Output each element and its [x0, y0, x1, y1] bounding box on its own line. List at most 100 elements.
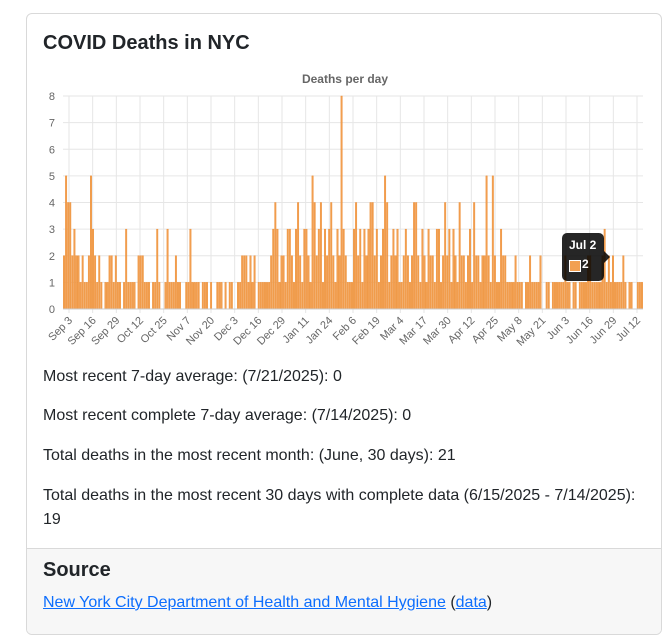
bar[interactable] — [179, 282, 181, 310]
bar[interactable] — [230, 282, 233, 310]
bar[interactable] — [398, 282, 401, 310]
bar[interactable] — [583, 282, 585, 310]
bar[interactable] — [614, 282, 616, 310]
bar[interactable] — [375, 228, 378, 310]
bar[interactable] — [531, 282, 534, 310]
bar[interactable] — [152, 282, 155, 310]
bar[interactable] — [346, 282, 349, 310]
bar[interactable] — [282, 255, 285, 310]
bar[interactable] — [158, 282, 161, 310]
bar[interactable] — [431, 255, 434, 310]
bar[interactable] — [342, 228, 345, 310]
bar[interactable] — [274, 202, 277, 310]
bar[interactable] — [539, 255, 542, 310]
bar[interactable] — [324, 228, 326, 310]
bar[interactable] — [454, 255, 457, 310]
bar[interactable] — [114, 255, 117, 310]
bar[interactable] — [479, 282, 482, 310]
bar[interactable] — [139, 255, 142, 310]
bar[interactable] — [228, 282, 231, 310]
bar[interactable] — [514, 255, 517, 310]
bar[interactable] — [249, 255, 252, 310]
bar[interactable] — [116, 282, 119, 310]
bar[interactable] — [599, 282, 602, 310]
bar[interactable] — [537, 282, 540, 310]
bar[interactable] — [460, 255, 463, 310]
bar[interactable] — [518, 282, 521, 310]
bar[interactable] — [301, 282, 304, 310]
bar[interactable] — [351, 282, 353, 310]
bar[interactable] — [63, 255, 65, 310]
bar[interactable] — [417, 255, 420, 310]
bar[interactable] — [487, 255, 490, 310]
bar[interactable] — [382, 228, 384, 310]
bar[interactable] — [506, 282, 509, 310]
bar[interactable] — [593, 282, 596, 310]
bar[interactable] — [170, 282, 173, 310]
bar[interactable] — [641, 282, 643, 310]
bar[interactable] — [429, 255, 432, 310]
bar[interactable] — [245, 255, 248, 310]
bar[interactable] — [607, 255, 610, 310]
bar[interactable] — [371, 202, 374, 310]
bar[interactable] — [237, 282, 239, 310]
bar[interactable] — [504, 255, 507, 310]
bar[interactable] — [452, 228, 455, 310]
bar[interactable] — [353, 228, 355, 310]
bar[interactable] — [404, 228, 407, 310]
bar[interactable] — [177, 282, 179, 310]
bar[interactable] — [400, 282, 403, 310]
bar[interactable] — [344, 255, 347, 310]
bar[interactable] — [210, 282, 213, 310]
bar[interactable] — [413, 202, 416, 310]
bar[interactable] — [112, 282, 115, 310]
bar[interactable] — [81, 255, 84, 310]
bar[interactable] — [309, 282, 312, 310]
bar[interactable] — [475, 255, 478, 310]
bar[interactable] — [288, 228, 291, 310]
bar[interactable] — [545, 282, 548, 310]
bar[interactable] — [185, 282, 188, 310]
bar[interactable] — [574, 282, 577, 310]
bar[interactable] — [496, 282, 498, 310]
bar[interactable] — [65, 175, 68, 310]
bar[interactable] — [373, 255, 376, 310]
bar[interactable] — [363, 228, 366, 310]
bar[interactable] — [512, 282, 515, 310]
bar[interactable] — [516, 282, 519, 310]
bar[interactable] — [578, 282, 581, 310]
bar[interactable] — [264, 282, 266, 310]
bar[interactable] — [551, 282, 554, 310]
bar[interactable] — [618, 282, 621, 310]
bar[interactable] — [201, 282, 204, 310]
bar[interactable] — [253, 255, 256, 310]
bar[interactable] — [92, 228, 94, 310]
bar[interactable] — [206, 282, 208, 310]
bar[interactable] — [520, 282, 523, 310]
bar[interactable] — [83, 282, 86, 310]
bar[interactable] — [620, 282, 623, 310]
bar[interactable] — [471, 282, 474, 310]
bar[interactable] — [317, 228, 320, 310]
bar[interactable] — [322, 282, 324, 310]
bar[interactable] — [141, 255, 144, 310]
bar[interactable] — [500, 228, 503, 310]
bar[interactable] — [529, 255, 532, 310]
bar[interactable] — [203, 282, 206, 310]
bar[interactable] — [384, 175, 387, 310]
bar[interactable] — [498, 282, 500, 310]
bar[interactable] — [307, 255, 310, 310]
bar[interactable] — [257, 282, 260, 310]
bar[interactable] — [187, 282, 190, 310]
bar[interactable] — [71, 255, 74, 310]
bar[interactable] — [612, 255, 614, 310]
bar[interactable] — [609, 282, 612, 310]
bar[interactable] — [440, 282, 442, 310]
bar[interactable] — [197, 282, 200, 310]
bar[interactable] — [367, 228, 370, 310]
bar[interactable] — [392, 228, 395, 310]
bar[interactable] — [137, 255, 140, 310]
bar[interactable] — [433, 282, 436, 310]
bar[interactable] — [423, 255, 426, 310]
data-link[interactable]: data — [455, 594, 487, 611]
